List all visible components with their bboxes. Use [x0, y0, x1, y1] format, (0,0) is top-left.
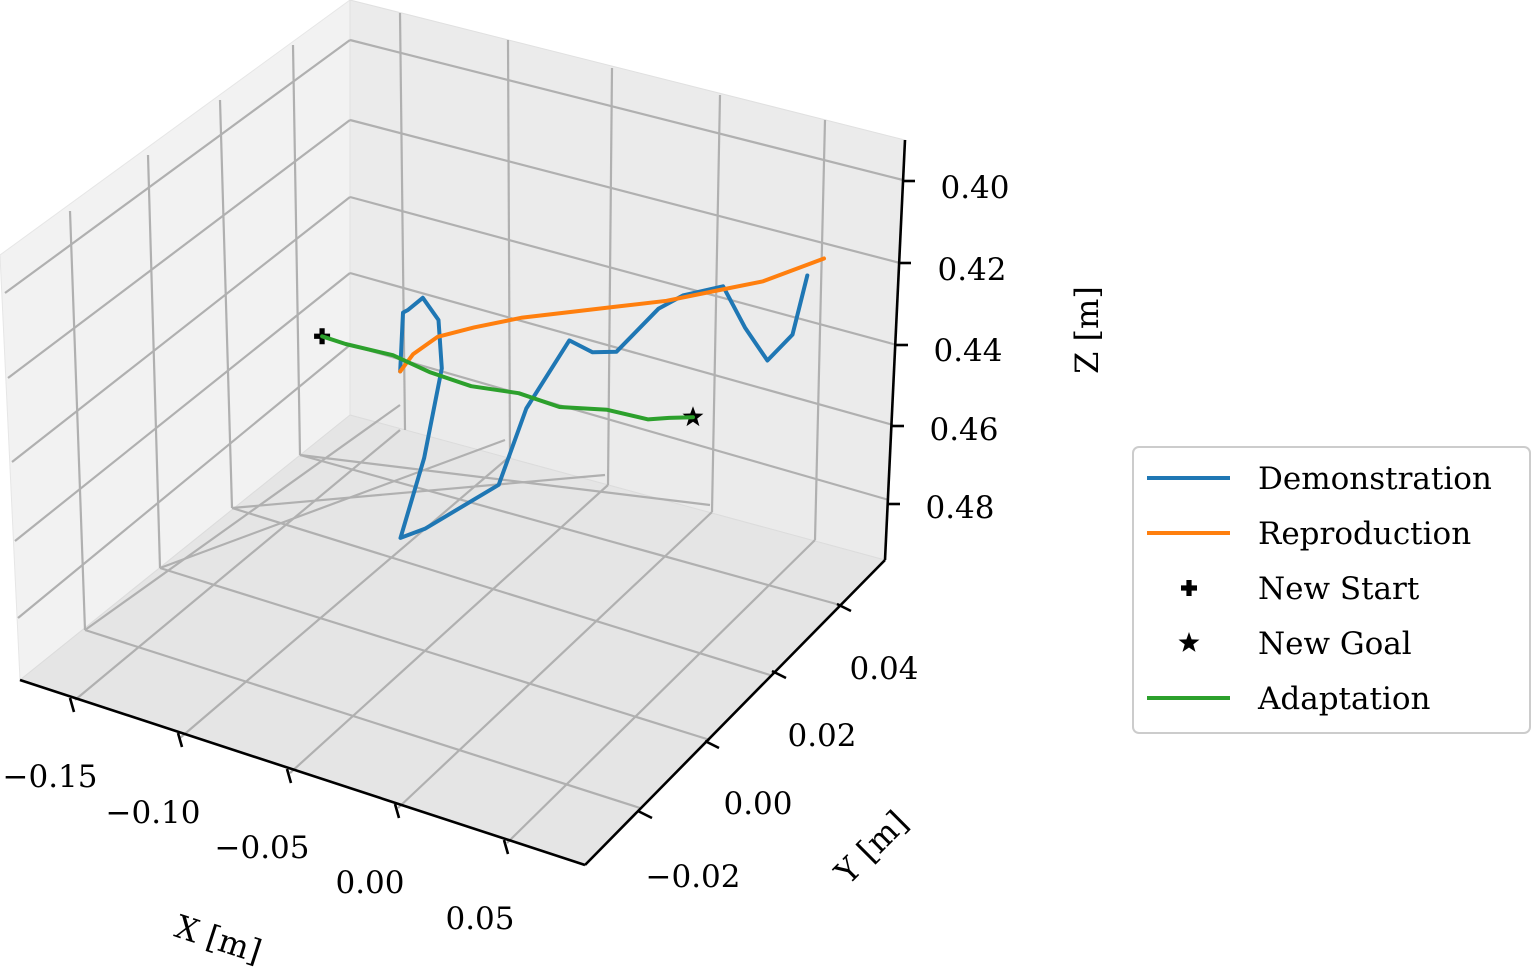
grid-line: [11, 196, 351, 463]
axis-lines: [19, 139, 907, 867]
z-tick-label: 0.48: [925, 490, 994, 526]
legend: Demonstration Reproduction New Start New Go…: [1132, 446, 1531, 734]
z-tick-label: 0.46: [929, 412, 998, 448]
ticks: [68, 179, 915, 855]
x-tick: [502, 839, 510, 855]
grid-line: [84, 404, 401, 631]
z-tick-label: 0.44: [933, 333, 1002, 369]
grid-line: [179, 457, 509, 739]
tick-labels: −0.15 −0.10 −0.05 0.00 0.05 −0.02 0.00 0…: [3, 170, 1010, 937]
y-tick: [637, 809, 653, 820]
grid-line: [289, 484, 609, 774]
y-tick: [704, 739, 720, 750]
grid-line: [349, 38, 904, 182]
legend-label: New Start: [1258, 571, 1420, 607]
y-tick-label: 0.04: [849, 651, 918, 687]
z-tick-label: 0.40: [940, 170, 1009, 206]
x-tick: [285, 768, 293, 784]
legend-entry-reproduction: Reproduction: [1147, 516, 1471, 552]
z-axis-line: [883, 139, 907, 561]
grid-line: [299, 453, 711, 507]
grid-line: [4, 39, 351, 294]
legend-label: Reproduction: [1258, 516, 1471, 552]
legend-entry-demonstration: Demonstration: [1147, 461, 1492, 497]
legend-swatch: [1181, 580, 1197, 596]
x-tick: [68, 697, 76, 713]
z-axis-title: Z [m]: [1068, 286, 1106, 374]
grid-line: [231, 473, 606, 510]
grid-line: [7, 119, 351, 379]
grid-line: [159, 566, 711, 742]
x-tick-label: 0.00: [335, 865, 404, 901]
data-layer: [314, 256, 826, 540]
legend-label: New Goal: [1258, 626, 1412, 662]
x-tick-label: −0.05: [215, 830, 310, 866]
y-tick: [771, 669, 787, 680]
reproduction-series-line: [398, 256, 826, 374]
grid-line: [17, 344, 351, 619]
legend-label: Demonstration: [1258, 461, 1492, 497]
legend-entry-adaptation: Adaptation: [1147, 681, 1431, 717]
x-tick-label: −0.15: [3, 759, 98, 795]
z-tick-label: 0.42: [937, 252, 1006, 288]
axes-panes: [0, 0, 906, 866]
grid-line: [710, 94, 722, 513]
x-axis-line: [19, 678, 586, 867]
grid-line: [506, 39, 512, 459]
y-tick-label: 0.02: [787, 718, 856, 754]
grid-line: [397, 511, 713, 809]
x-tick: [393, 803, 401, 819]
grid-line: [231, 506, 771, 677]
legend-swatch: [1178, 632, 1200, 652]
demonstration-series-line: [398, 273, 810, 540]
grid-line: [606, 67, 614, 486]
y-tick: [836, 602, 852, 613]
grid-line: [349, 195, 898, 347]
grid-line: [159, 438, 506, 570]
legend-label: Adaptation: [1257, 681, 1431, 717]
grid-line: [68, 210, 87, 631]
grid-line: [84, 628, 641, 810]
grid-line: [506, 539, 816, 844]
legend-entry-new-start: New Start: [1181, 571, 1420, 607]
legend-entries: Demonstration Reproduction New Start New Go…: [1147, 461, 1492, 717]
x-axis-title: X [m]: [170, 907, 266, 970]
grid-line: [14, 272, 351, 542]
grid-line: [218, 99, 234, 509]
grid-line: [813, 119, 827, 541]
x-tick-label: −0.10: [106, 795, 201, 831]
legend-entry-new-goal: New Goal: [1178, 626, 1412, 662]
x-tick: [176, 732, 184, 748]
adaptation-series-line: [320, 334, 695, 422]
grid-line: [299, 453, 841, 607]
x-tick-label: 0.05: [445, 901, 514, 937]
y-tick-label: −0.02: [646, 859, 741, 895]
grid-line: [349, 118, 901, 265]
y-axis-title: Y [m]: [827, 803, 916, 892]
grid-line: [74, 429, 401, 701]
y-axis-line: [584, 559, 886, 866]
y-tick-label: 0.00: [723, 786, 792, 822]
legend-frame: [1132, 446, 1531, 734]
grid-line: [146, 154, 162, 569]
